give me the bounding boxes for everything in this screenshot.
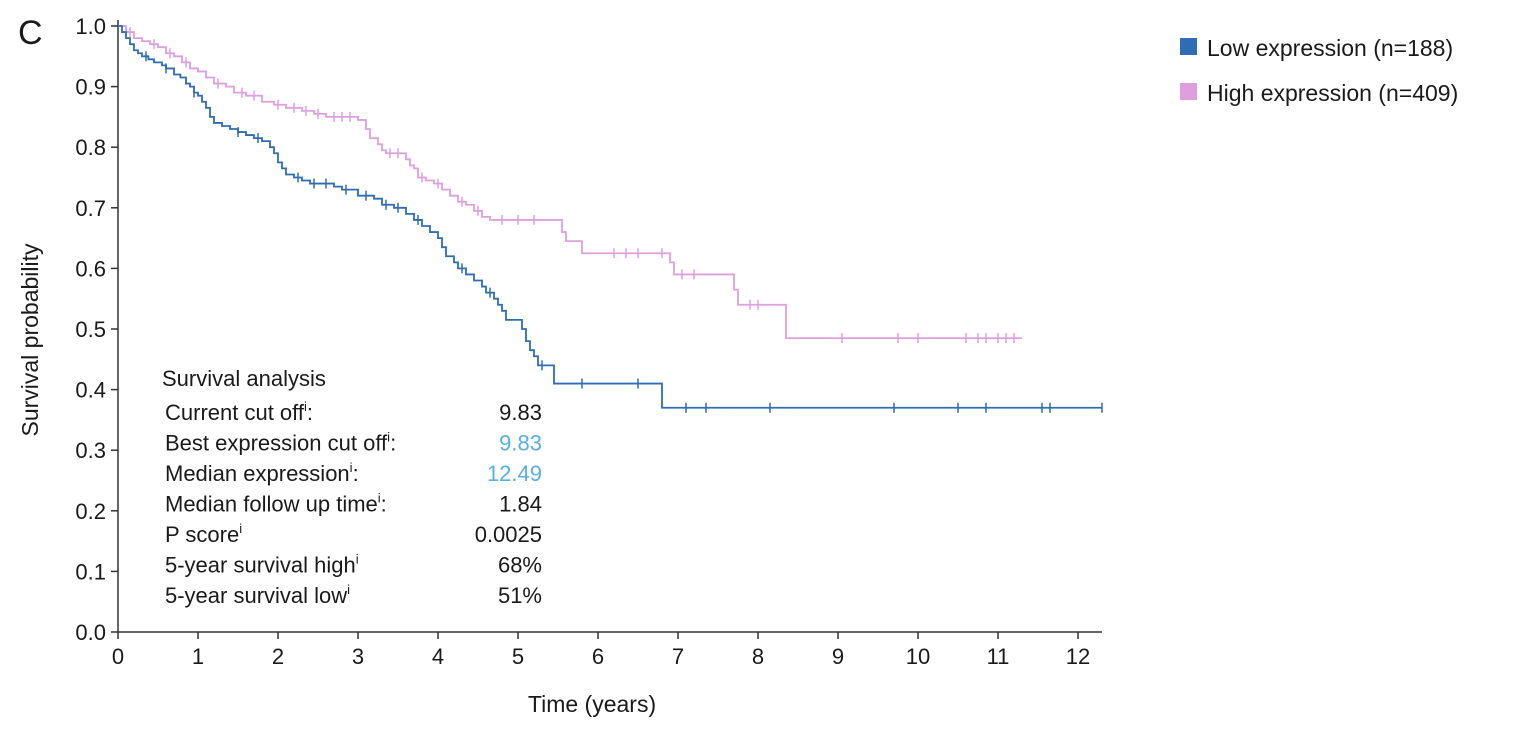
x-tick-label: 6 — [592, 644, 604, 669]
x-tick-label: 12 — [1066, 644, 1090, 669]
y-tick-label: 0.7 — [75, 196, 106, 221]
x-tick-label: 8 — [752, 644, 764, 669]
y-tick-label: 0.1 — [75, 559, 106, 584]
stat-value: 51% — [498, 583, 542, 608]
stat-value: 9.83 — [499, 400, 542, 425]
legend-swatch-low — [1180, 38, 1197, 55]
panel-letter: C — [18, 14, 43, 52]
stat-value: 0.0025 — [475, 522, 542, 547]
x-tick-label: 5 — [512, 644, 524, 669]
stats-heading: Survival analysis — [162, 366, 326, 391]
series-layer — [118, 25, 1103, 413]
x-axis-title: Time (years) — [528, 691, 656, 717]
stat-label: Current cut offi: — [165, 399, 313, 425]
stat-label: P scorei — [165, 521, 242, 547]
legend-label-high: High expression (n=409) — [1207, 80, 1458, 106]
legend-label-low: Low expression (n=188) — [1207, 35, 1453, 61]
x-tick-label: 0 — [112, 644, 124, 669]
y-axis-ticks: 0.0 0.1 0.2 0.3 0.4 0.5 0.6 0.7 0.8 0.9 1.0 — [75, 14, 118, 645]
survival-curve-low — [118, 25, 1102, 409]
y-tick-label: 0.8 — [75, 135, 106, 160]
y-tick-label: 0.3 — [75, 438, 106, 463]
x-tick-label: 9 — [832, 644, 844, 669]
stat-label: Best expression cut offi: — [165, 430, 396, 456]
y-tick-label: 0.0 — [75, 620, 106, 645]
y-tick-label: 0.2 — [75, 499, 106, 524]
stat-label: 5-year survival lowi — [165, 582, 350, 608]
legend-swatch-high — [1180, 83, 1197, 100]
stat-label: 5-year survival highi — [165, 552, 359, 578]
survival-curve-high — [118, 25, 1022, 339]
y-axis-title: Survival probability — [17, 243, 43, 437]
legend: Low expression (n=188) High expression (… — [1180, 35, 1458, 106]
x-tick-label: 7 — [672, 644, 684, 669]
y-tick-label: 1.0 — [75, 14, 106, 39]
x-tick-label: 2 — [272, 644, 284, 669]
x-tick-label: 11 — [987, 644, 1010, 669]
x-tick-label: 10 — [906, 644, 930, 669]
x-axis-ticks: 0 1 2 3 4 5 6 7 8 9 10 11 12 — [112, 632, 1090, 669]
y-tick-label: 0.4 — [75, 378, 106, 403]
y-tick-label: 0.5 — [75, 317, 106, 342]
y-tick-label: 0.9 — [75, 75, 106, 100]
stat-value: 9.83 — [499, 431, 542, 456]
stats-rows: Current cut offi: 9.83 Best expression cut… — [165, 399, 542, 608]
stats-panel: Survival analysis Current cut offi: 9.83 B… — [162, 366, 542, 608]
stat-value: 12.49 — [487, 461, 542, 486]
stat-value: 68% — [498, 553, 542, 578]
x-tick-label: 3 — [352, 644, 364, 669]
stat-label: Median follow up timei: — [165, 491, 387, 517]
x-tick-label: 1 — [192, 644, 204, 669]
y-tick-label: 0.6 — [75, 256, 106, 281]
x-tick-label: 4 — [432, 644, 444, 669]
stat-label: Median expressioni: — [165, 460, 359, 486]
stat-value: 1.84 — [499, 492, 542, 517]
